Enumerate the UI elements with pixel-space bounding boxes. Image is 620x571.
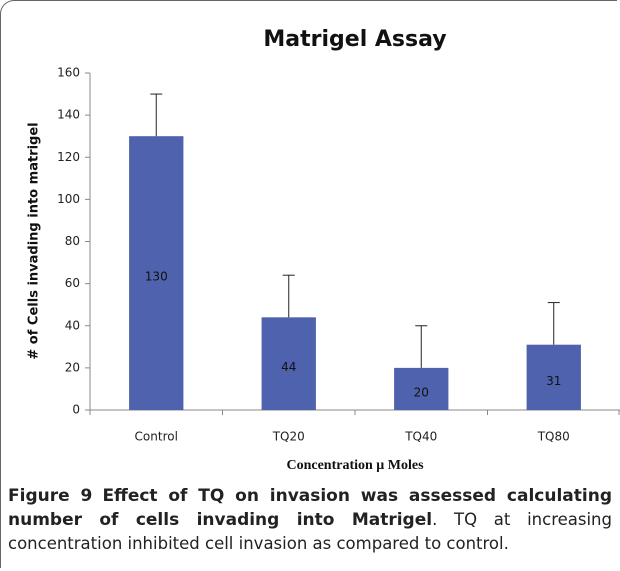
data-label: 44 bbox=[281, 360, 296, 374]
caption-title: Effect of TQ on invasion was assessed ca… bbox=[8, 486, 612, 530]
x-tick-label: TQ40 bbox=[404, 430, 437, 444]
x-tick-label: Control bbox=[135, 430, 178, 444]
data-label: 130 bbox=[145, 270, 168, 284]
bar bbox=[129, 136, 184, 410]
bar bbox=[394, 367, 449, 410]
y-tick-label: 120 bbox=[57, 150, 80, 164]
data-label: 20 bbox=[414, 385, 429, 399]
y-tick-label: 80 bbox=[65, 234, 80, 248]
data-label: 31 bbox=[546, 374, 561, 388]
y-tick-label: 20 bbox=[65, 360, 80, 374]
x-axis-label: Concentration μ Moles bbox=[286, 458, 424, 473]
y-tick-label: 140 bbox=[57, 108, 80, 122]
y-tick-label: 0 bbox=[72, 403, 80, 417]
y-tick-label: 100 bbox=[57, 192, 80, 206]
chart: Matrigel Assay Concentration μ Moles # o… bbox=[27, 27, 620, 473]
caption-text: . TQ at increasing concentration inhibit… bbox=[8, 510, 612, 553]
y-tick-label: 60 bbox=[65, 276, 80, 290]
bar bbox=[261, 317, 316, 410]
caption: Figure 9 Effect of TQ on invasion was as… bbox=[8, 484, 612, 556]
y-axis-label: # of Cells invading into matrigel bbox=[27, 122, 42, 359]
chart-title: Matrigel Assay bbox=[263, 27, 446, 52]
caption-label: Figure 9 bbox=[8, 486, 93, 506]
x-tick-label: TQ20 bbox=[272, 430, 305, 444]
bar bbox=[526, 344, 581, 410]
y-tick-label: 160 bbox=[57, 66, 80, 80]
y-tick-label: 40 bbox=[65, 318, 80, 332]
x-tick-label: TQ80 bbox=[537, 430, 570, 444]
